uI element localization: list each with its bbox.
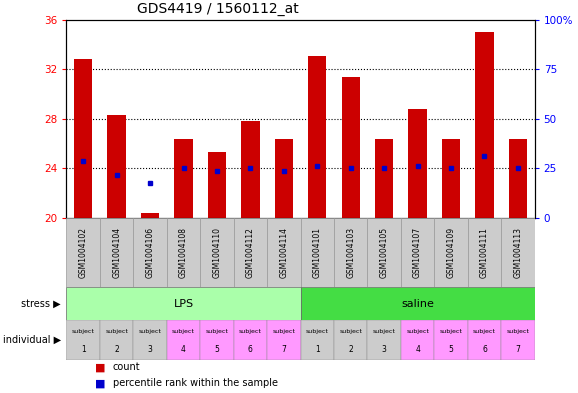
- Bar: [208, 152, 226, 218]
- Bar: [468, 218, 501, 287]
- Bar: [175, 139, 192, 218]
- Text: subject: subject: [72, 329, 95, 334]
- Bar: [501, 218, 535, 287]
- Bar: [368, 320, 401, 360]
- Bar: [100, 218, 134, 287]
- Text: 7: 7: [516, 345, 520, 354]
- Bar: [468, 320, 501, 360]
- Text: 5: 5: [214, 345, 220, 354]
- Bar: [442, 139, 460, 218]
- Text: ■: ■: [95, 378, 106, 388]
- Bar: [401, 320, 434, 360]
- Text: 4: 4: [415, 345, 420, 354]
- Text: GSM1004114: GSM1004114: [279, 227, 288, 278]
- Text: 5: 5: [449, 345, 454, 354]
- Bar: [434, 320, 468, 360]
- Text: subject: subject: [373, 329, 395, 334]
- Text: 2: 2: [114, 345, 119, 354]
- Bar: [134, 218, 167, 287]
- Bar: [200, 320, 234, 360]
- Bar: [368, 218, 401, 287]
- Bar: [108, 115, 126, 218]
- Text: 1: 1: [315, 345, 320, 354]
- Text: subject: subject: [139, 329, 161, 334]
- Text: stress ▶: stress ▶: [21, 299, 61, 309]
- Bar: [308, 56, 327, 218]
- Text: GSM1004106: GSM1004106: [146, 227, 154, 278]
- Text: individual ▶: individual ▶: [2, 335, 61, 345]
- Bar: [301, 320, 334, 360]
- Text: GSM1004109: GSM1004109: [447, 227, 455, 278]
- Bar: [334, 320, 368, 360]
- Bar: [74, 59, 92, 218]
- Text: 4: 4: [181, 345, 186, 354]
- Bar: [342, 77, 360, 218]
- Text: GSM1004103: GSM1004103: [346, 227, 355, 278]
- Bar: [66, 218, 100, 287]
- Text: percentile rank within the sample: percentile rank within the sample: [113, 378, 277, 388]
- Text: 2: 2: [349, 345, 353, 354]
- Bar: [275, 139, 293, 218]
- Bar: [475, 32, 494, 218]
- Bar: [234, 320, 267, 360]
- Text: subject: subject: [105, 329, 128, 334]
- Text: subject: subject: [306, 329, 329, 334]
- Bar: [234, 218, 267, 287]
- Bar: [167, 320, 200, 360]
- Text: 6: 6: [482, 345, 487, 354]
- Bar: [434, 218, 468, 287]
- Bar: [509, 139, 527, 218]
- Bar: [301, 287, 535, 320]
- Text: GDS4419 / 1560112_at: GDS4419 / 1560112_at: [137, 2, 298, 16]
- Text: GSM1004104: GSM1004104: [112, 227, 121, 278]
- Bar: [301, 218, 334, 287]
- Text: subject: subject: [440, 329, 462, 334]
- Text: saline: saline: [401, 299, 434, 309]
- Text: GSM1004108: GSM1004108: [179, 227, 188, 278]
- Text: subject: subject: [206, 329, 228, 334]
- Text: LPS: LPS: [173, 299, 194, 309]
- Bar: [100, 320, 134, 360]
- Text: subject: subject: [339, 329, 362, 334]
- Text: ■: ■: [95, 362, 106, 373]
- Text: GSM1004111: GSM1004111: [480, 227, 489, 278]
- Text: 3: 3: [147, 345, 153, 354]
- Text: count: count: [113, 362, 140, 373]
- Bar: [167, 218, 200, 287]
- Text: subject: subject: [506, 329, 529, 334]
- Bar: [267, 320, 301, 360]
- Text: GSM1004107: GSM1004107: [413, 227, 422, 278]
- Bar: [66, 320, 100, 360]
- Text: GSM1004113: GSM1004113: [513, 227, 523, 278]
- Bar: [200, 218, 234, 287]
- Bar: [141, 213, 160, 218]
- Bar: [267, 218, 301, 287]
- Text: GSM1004102: GSM1004102: [79, 227, 88, 278]
- Text: subject: subject: [406, 329, 429, 334]
- Bar: [409, 109, 427, 218]
- Bar: [66, 287, 301, 320]
- Bar: [501, 320, 535, 360]
- Text: 6: 6: [248, 345, 253, 354]
- Bar: [241, 121, 260, 218]
- Text: subject: subject: [272, 329, 295, 334]
- Text: GSM1004101: GSM1004101: [313, 227, 322, 278]
- Bar: [401, 218, 434, 287]
- Text: GSM1004110: GSM1004110: [213, 227, 221, 278]
- Text: GSM1004105: GSM1004105: [380, 227, 388, 278]
- Text: 1: 1: [81, 345, 86, 354]
- Text: 3: 3: [381, 345, 387, 354]
- Text: subject: subject: [239, 329, 262, 334]
- Text: subject: subject: [172, 329, 195, 334]
- Bar: [134, 320, 167, 360]
- Text: subject: subject: [473, 329, 496, 334]
- Text: GSM1004112: GSM1004112: [246, 227, 255, 278]
- Bar: [334, 218, 368, 287]
- Text: 7: 7: [281, 345, 286, 354]
- Bar: [375, 139, 394, 218]
